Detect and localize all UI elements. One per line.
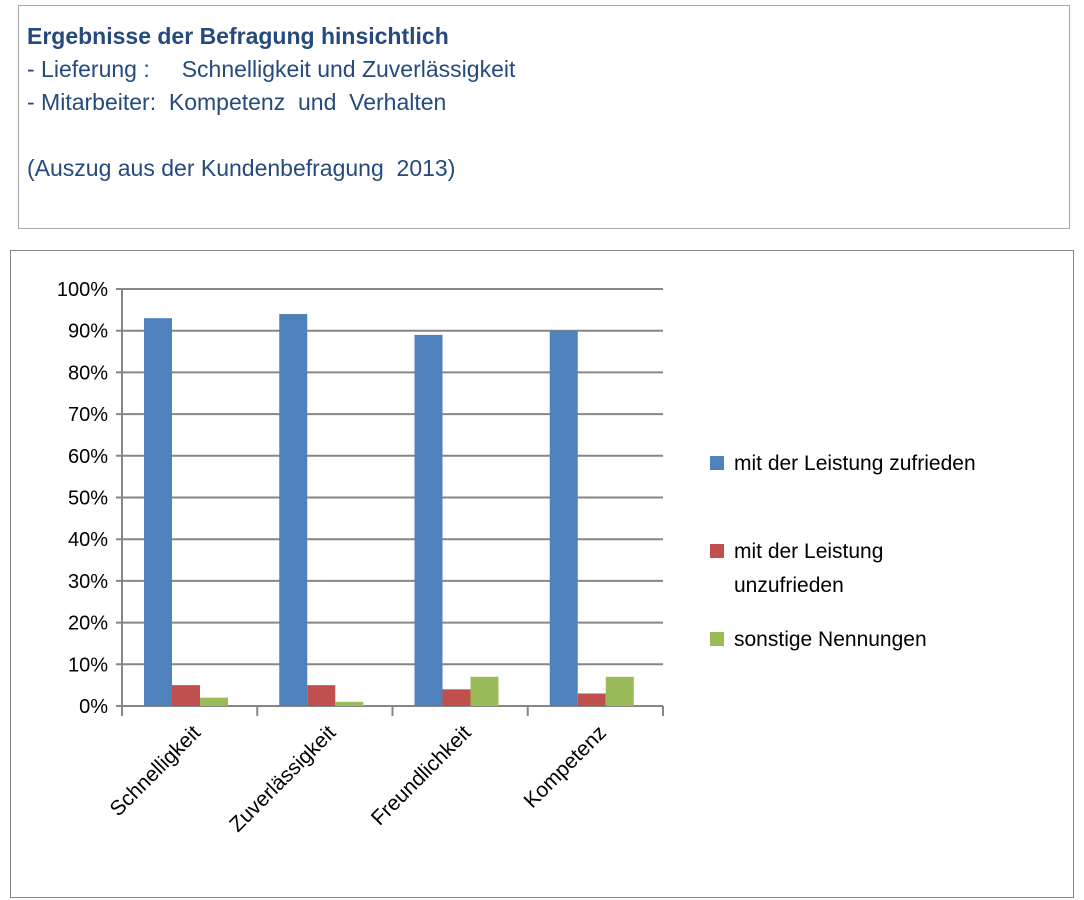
- bar-schnelligkeit-2: [172, 685, 200, 706]
- x-tick-label: Freundlichkeit: [367, 721, 476, 830]
- legend-label: mit der Leistung unzufrieden: [734, 540, 883, 597]
- description-source: (Auszug aus der Kundenbefragung 2013): [27, 155, 456, 181]
- y-tick-label: 10%: [68, 654, 108, 676]
- bar-schnelligkeit-1: [144, 318, 172, 706]
- legend-swatch: [710, 632, 724, 646]
- y-tick-label: 0%: [79, 696, 108, 718]
- bar-kompetenz-3: [605, 676, 634, 706]
- bar-zuverlässigkeit-2: [307, 685, 336, 706]
- description-title: Ergebnisse der Befragung hinsichtlich: [27, 23, 449, 49]
- x-tick-label: Kompetenz: [520, 721, 611, 812]
- x-tick-label: Zuverlässigkeit: [225, 721, 340, 836]
- chart-frame: [10, 250, 1074, 898]
- bar-freundlichkeit-1: [414, 334, 443, 706]
- x-tick-label: Schnelligkeit: [106, 721, 206, 821]
- y-tick-label: 100%: [57, 279, 108, 301]
- legend-label: mit der Leistung zufrieden: [734, 452, 976, 475]
- description-line-staff: - Mitarbeiter: Kompetenz und Verhalten: [27, 89, 447, 115]
- y-tick-label: 50%: [68, 488, 108, 510]
- y-tick-label: 30%: [68, 571, 108, 593]
- y-tick-label: 90%: [68, 321, 108, 343]
- bar-freundlichkeit-3: [470, 676, 499, 706]
- legend-swatch: [710, 456, 724, 470]
- bar-schnelligkeit-3: [200, 697, 228, 706]
- bar-zuverlässigkeit-1: [279, 314, 308, 706]
- y-tick-label: 20%: [68, 613, 108, 635]
- legend-swatch: [710, 544, 724, 558]
- bar-kompetenz-2: [577, 693, 606, 706]
- bar-freundlichkeit-2: [442, 689, 471, 706]
- y-tick-label: 40%: [68, 529, 108, 551]
- bar-zuverlässigkeit-3: [335, 701, 364, 706]
- y-tick-label: 70%: [68, 404, 108, 426]
- y-tick-label: 80%: [68, 362, 108, 384]
- description-box: Ergebnisse der Befragung hinsichtlich - …: [18, 5, 1070, 229]
- description-line-delivery: - Lieferung : Schnelligkeit und Zuverläs…: [27, 56, 516, 82]
- bar-kompetenz-1: [549, 330, 578, 706]
- legend-label: sonstige Nennungen: [734, 628, 927, 651]
- y-tick-label: 60%: [68, 446, 108, 468]
